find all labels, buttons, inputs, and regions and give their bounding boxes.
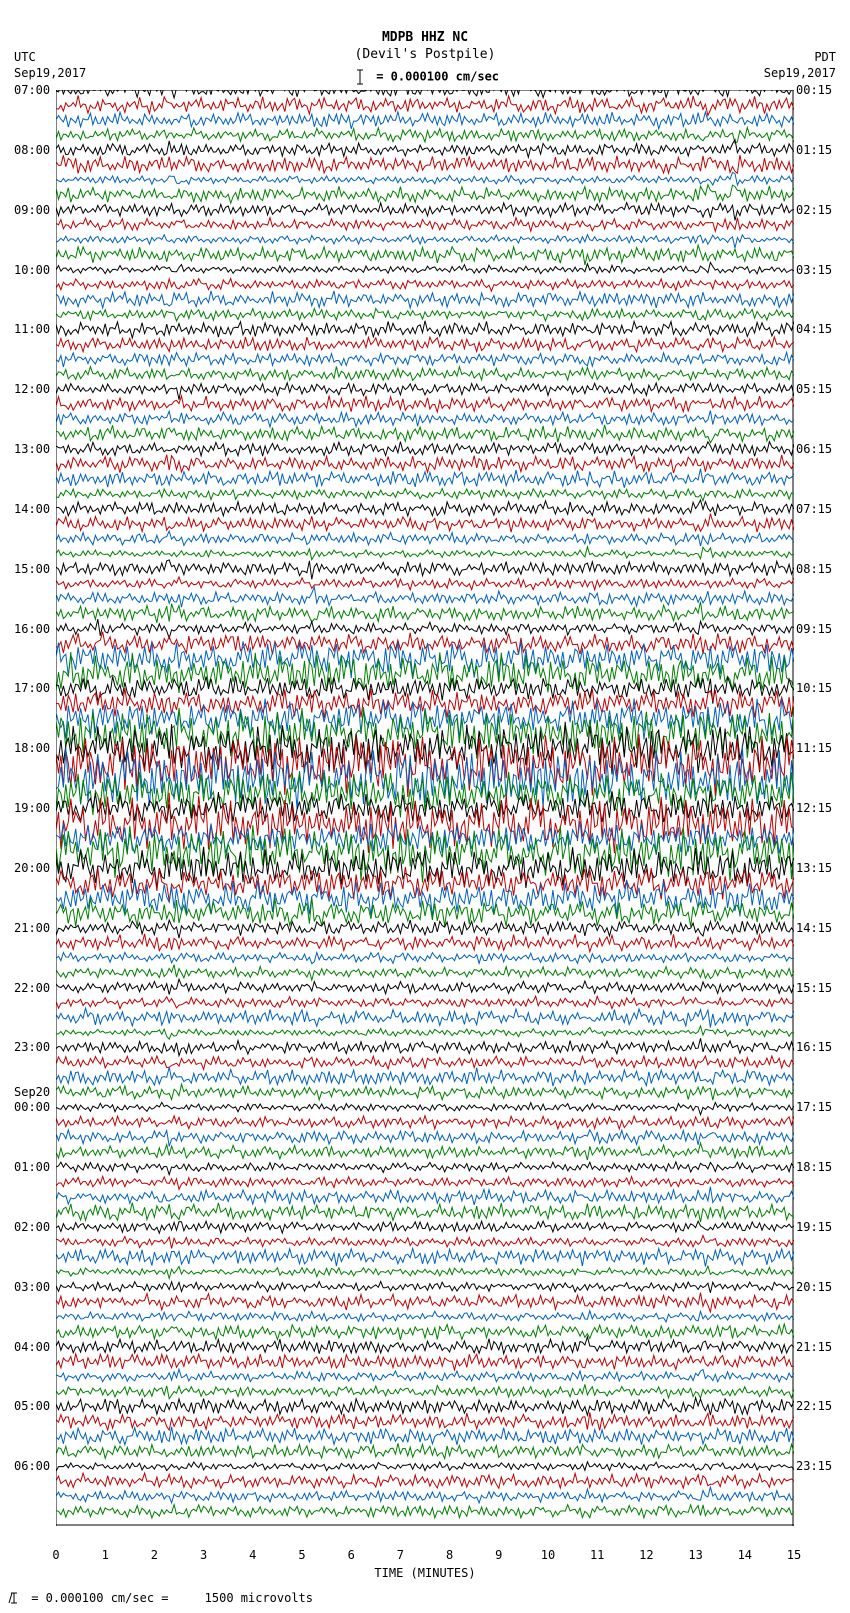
x-tick-label: 8 [446,1548,453,1562]
y-label: 07:15 [796,502,832,516]
y-label: 13:00 [14,442,50,456]
helicorder-container: MDPB HHZ NC (Devil's Postpile) = 0.00010… [0,0,850,1613]
y-label: 01:00 [14,1160,50,1174]
y-label: 02:15 [796,203,832,217]
x-tick-label: 9 [495,1548,502,1562]
y-label: 18:00 [14,741,50,755]
scale-text: = 0.000100 cm/sec [376,69,499,83]
y-label: 11:00 [14,322,50,336]
y-label: 05:15 [796,382,832,396]
y-label: 00:15 [796,83,832,97]
y-label: 14:00 [14,502,50,516]
tz-right-date: Sep19,2017 [764,66,836,82]
x-tick-label: 0 [52,1548,59,1562]
x-tick-label: 1 [102,1548,109,1562]
helicorder-svg [56,90,794,1526]
y-label: 13:15 [796,861,832,875]
x-axis-title: TIME (MINUTES) [374,1566,475,1580]
x-tick-label: 3 [200,1548,207,1562]
y-label: 06:15 [796,442,832,456]
y-label: 07:00 [14,83,50,97]
y-label: 14:15 [796,921,832,935]
x-tick-label: 5 [298,1548,305,1562]
y-label: 00:00 [14,1100,50,1114]
x-tick-label: 11 [590,1548,604,1562]
y-label: 22:15 [796,1399,832,1413]
station-name: (Devil's Postpile) [0,47,850,64]
y-label: 20:15 [796,1280,832,1294]
y-label: 12:15 [796,801,832,815]
y-label: 05:00 [14,1399,50,1413]
x-tick-label: 13 [688,1548,702,1562]
tz-left-date: Sep19,2017 [14,66,86,82]
x-tick-label: 4 [249,1548,256,1562]
y-label: 18:15 [796,1160,832,1174]
scale-indicator: = 0.000100 cm/sec [0,68,850,86]
y-label: 17:00 [14,681,50,695]
tz-right-label: PDT [764,50,836,66]
x-tick-label: 6 [348,1548,355,1562]
y-label: 21:15 [796,1340,832,1354]
timezone-left: UTC Sep19,2017 [14,50,86,81]
y-label: 04:15 [796,322,832,336]
y-label: 04:00 [14,1340,50,1354]
y-label: Sep20 [14,1085,50,1099]
y-axis-right: 00:1501:1502:1503:1504:1505:1506:1507:15… [796,90,836,1526]
y-label: 15:00 [14,562,50,576]
y-label: 01:15 [796,143,832,157]
station-code: MDPB HHZ NC [0,30,850,47]
x-tick-label: 14 [738,1548,752,1562]
x-tick-label: 7 [397,1548,404,1562]
y-label: 16:00 [14,622,50,636]
y-label: 23:15 [796,1459,832,1473]
footer-prefix: = 0.000100 cm/sec = [31,1591,168,1605]
scale-bar-icon [355,68,365,86]
x-tick-label: 2 [151,1548,158,1562]
y-label: 06:00 [14,1459,50,1473]
y-axis-left: 07:0008:0009:0010:0011:0012:0013:0014:00… [14,90,54,1526]
y-label: 10:00 [14,263,50,277]
y-label: 10:15 [796,681,832,695]
y-label: 23:00 [14,1040,50,1054]
y-label: 08:00 [14,143,50,157]
footer-scale-icon [8,1591,20,1605]
y-label: 21:00 [14,921,50,935]
y-label: 17:15 [796,1100,832,1114]
y-label: 03:00 [14,1280,50,1294]
y-label: 16:15 [796,1040,832,1054]
plot-header: MDPB HHZ NC (Devil's Postpile) = 0.00010… [0,30,850,86]
y-label: 08:15 [796,562,832,576]
x-tick-label: 12 [639,1548,653,1562]
y-label: 20:00 [14,861,50,875]
x-tick-label: 10 [541,1548,555,1562]
y-label: 02:00 [14,1220,50,1234]
tz-left-label: UTC [14,50,86,66]
y-label: 19:00 [14,801,50,815]
y-label: 15:15 [796,981,832,995]
footer-suffix: 1500 microvolts [205,1591,313,1605]
y-label: 19:15 [796,1220,832,1234]
y-label: 11:15 [796,741,832,755]
timezone-right: PDT Sep19,2017 [764,50,836,81]
y-label: 22:00 [14,981,50,995]
y-label: 03:15 [796,263,832,277]
helicorder-plot [56,90,794,1526]
footer-scale: = 0.000100 cm/sec = 1500 microvolts [4,1591,313,1606]
y-label: 09:15 [796,622,832,636]
y-label: 09:00 [14,203,50,217]
x-tick-label: 15 [787,1548,801,1562]
y-label: 12:00 [14,382,50,396]
